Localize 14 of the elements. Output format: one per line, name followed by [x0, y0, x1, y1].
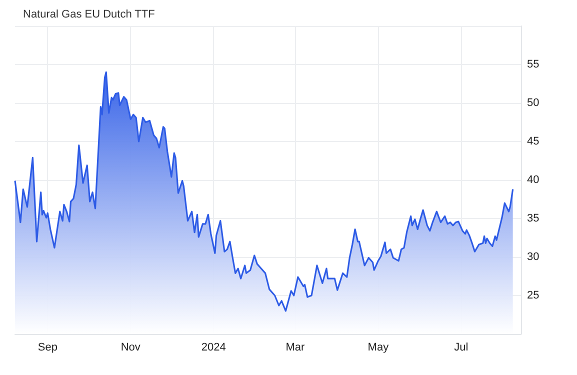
- x-tick-label: Jul: [454, 342, 468, 354]
- chart-title: Natural Gas EU Dutch TTF: [23, 8, 156, 20]
- y-tick-label: 45: [527, 136, 540, 148]
- x-tick-label: Nov: [120, 342, 141, 354]
- x-tick-label: Sep: [38, 342, 58, 354]
- y-tick-label: 40: [527, 174, 540, 186]
- y-tick-label: 30: [527, 251, 540, 263]
- x-tick-label: Mar: [286, 342, 306, 354]
- x-tick-label: 2024: [201, 342, 226, 354]
- y-tick-label: 50: [527, 97, 540, 109]
- y-tick-label: 35: [527, 212, 540, 224]
- y-tick-label: 55: [527, 58, 540, 70]
- x-tick-label: May: [368, 342, 390, 354]
- y-tick-label: 25: [527, 290, 540, 302]
